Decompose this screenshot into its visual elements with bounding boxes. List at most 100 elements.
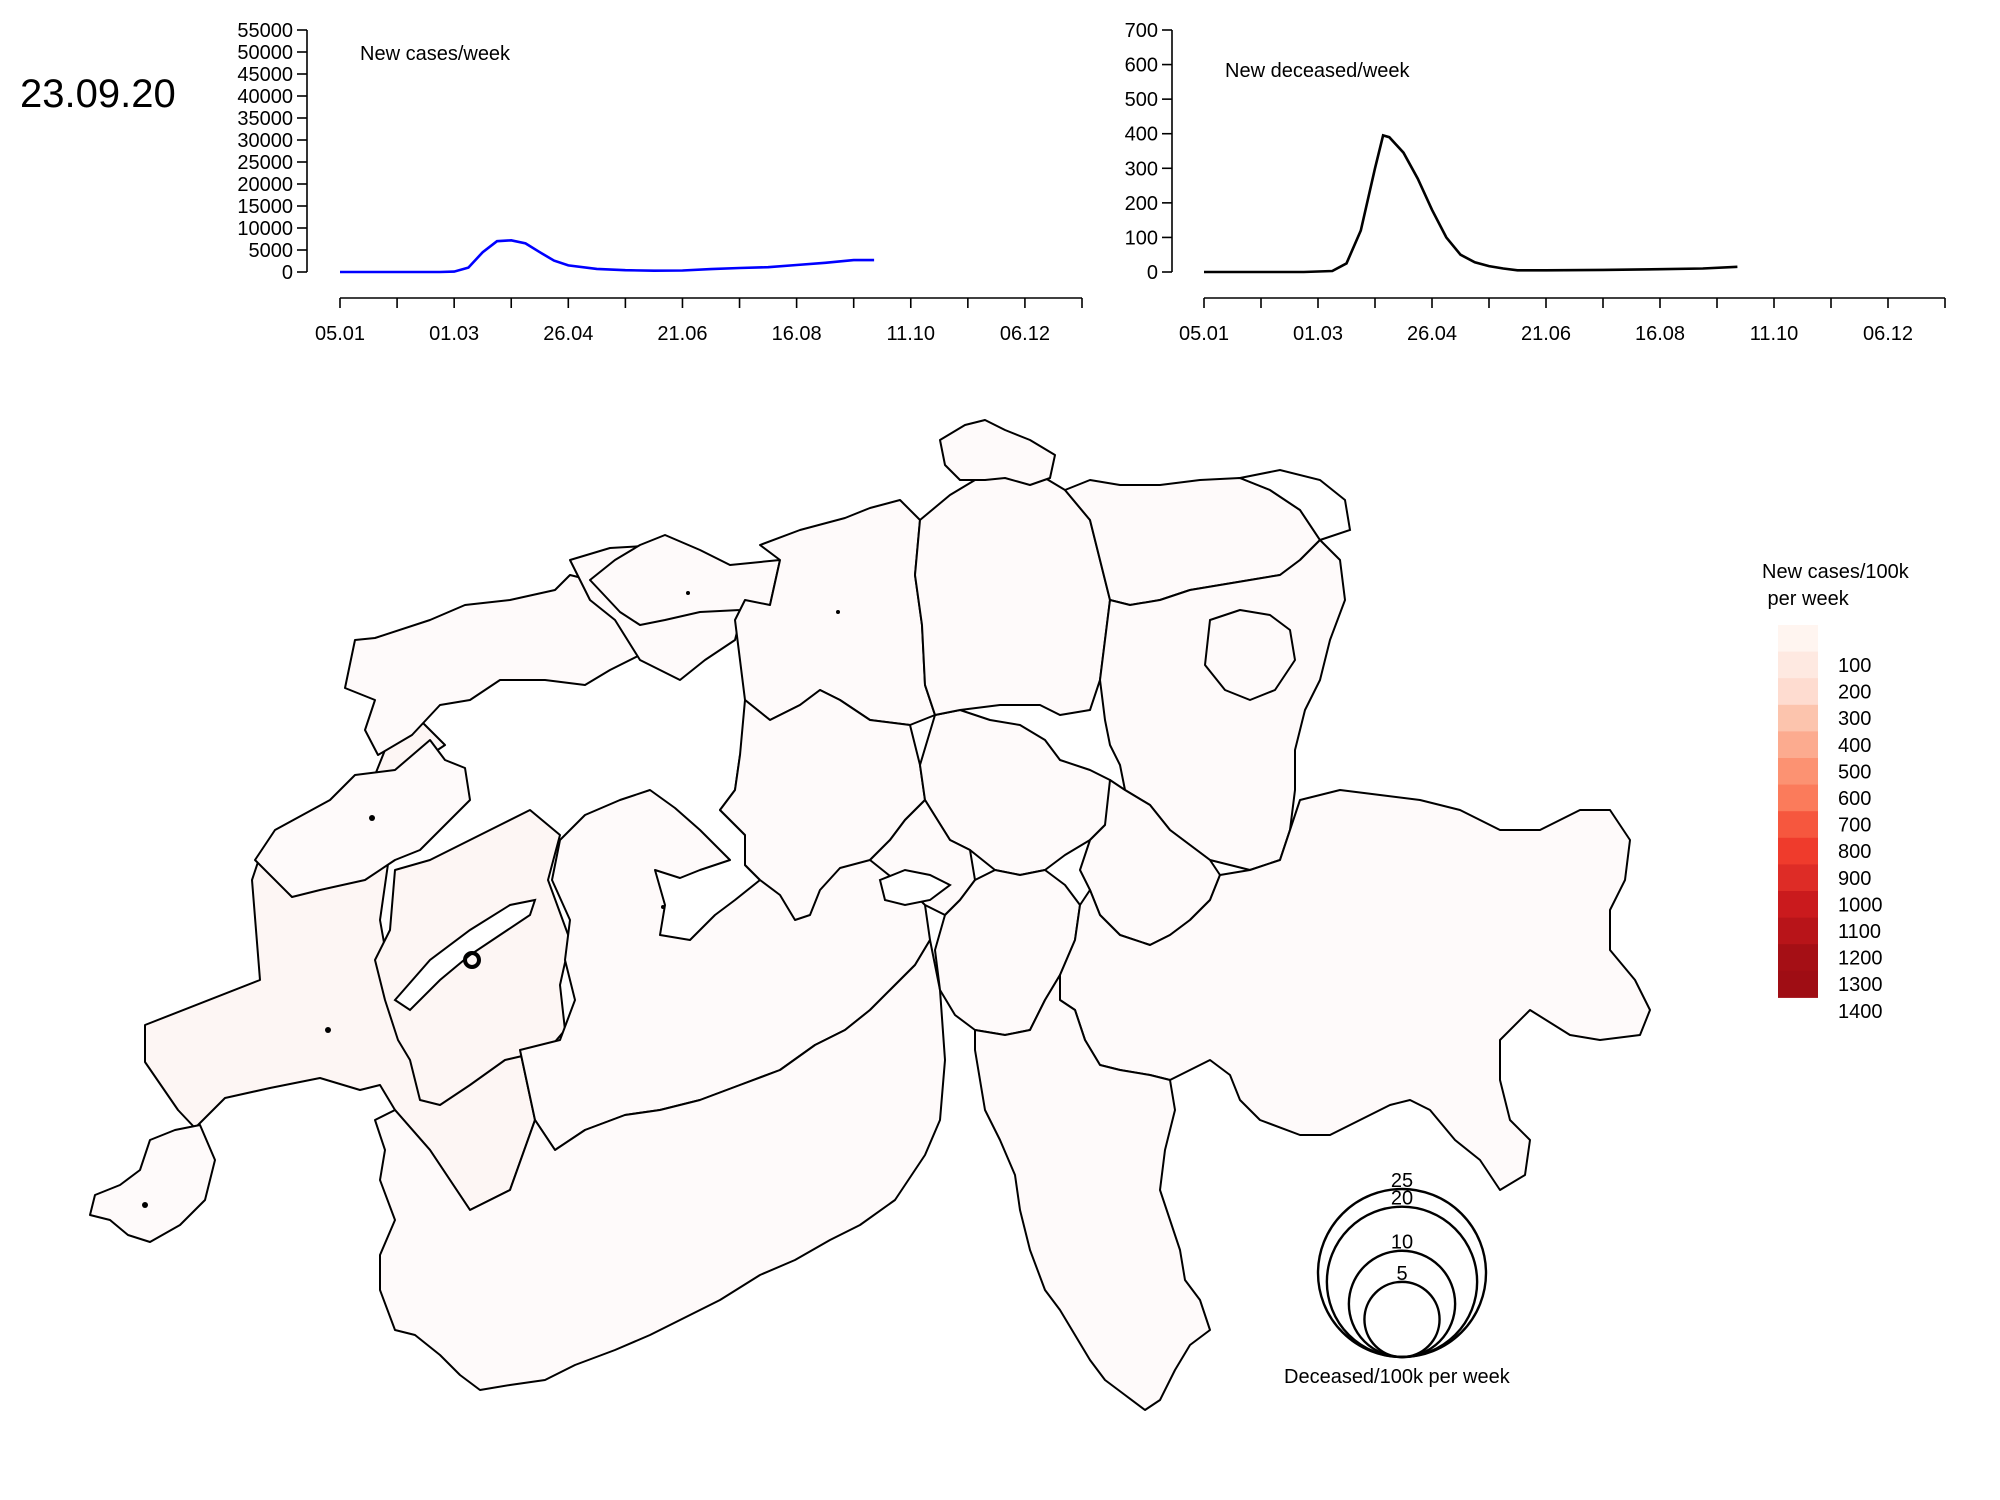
x-tick-label: 05.01 [1179, 323, 1229, 345]
color-legend-label: 800 [1838, 841, 1871, 863]
color-swatch [1778, 891, 1818, 919]
canton-ticino [974, 974, 1211, 1411]
color-swatch [1778, 704, 1818, 732]
deceased-marker-geneva [142, 1202, 148, 1208]
color-swatch [1778, 758, 1818, 786]
cases-color-legend: New cases/100k per week 100 200 300 400 500 6… [1762, 561, 1910, 1023]
deceased-marker-solothurn [686, 591, 690, 595]
y-tick-label: 35000 [237, 108, 293, 130]
color-swatch [1778, 970, 1818, 998]
cases-chart: New cases/week 0500010000150002000025000… [237, 20, 1083, 345]
color-legend-labels: 100 200 300 400 500 600 700 800 900 1000 1100 1200 1… [1838, 655, 1883, 1023]
x-tick-label: 21.06 [1521, 323, 1571, 345]
color-swatch [1778, 917, 1818, 945]
y-tick-label: 50000 [237, 42, 293, 64]
color-legend-label: 100 [1838, 655, 1871, 677]
color-swatch [1778, 731, 1818, 759]
x-tick-label: 11.10 [1750, 323, 1799, 345]
y-tick-label: 200 [1125, 193, 1158, 215]
deceased-series-line [1204, 133, 1738, 274]
color-legend-label: 1200 [1838, 948, 1883, 970]
x-tick-label: 26.04 [1407, 323, 1457, 345]
y-tick-label: 400 [1125, 124, 1158, 146]
y-tick-label: 10000 [237, 218, 293, 240]
color-swatch [1778, 625, 1818, 653]
lake-lucerne [878, 868, 952, 907]
x-tick-label: 01.03 [429, 323, 479, 345]
color-swatch [1778, 678, 1818, 706]
y-tick-label: 55000 [237, 20, 293, 42]
x-tick-label: 05.01 [315, 323, 365, 345]
cases-y-axis: 0500010000150002000025000300003500040000… [237, 20, 308, 284]
x-tick-label: 01.03 [1293, 323, 1343, 345]
y-tick-label: 15000 [237, 196, 293, 218]
color-legend-label: 1100 [1838, 921, 1881, 943]
x-tick-label: 21.06 [657, 323, 707, 345]
color-legend-swatches [1778, 625, 1818, 998]
y-tick-label: 300 [1125, 158, 1158, 180]
deceased-y-axis: 0 100 200 300 400 500 600 700 [1125, 20, 1173, 284]
cases-x-axis: 05.01 01.03 26.04 21.06 16.08 11.10 06.12 [315, 297, 1083, 345]
circle-legend-caption: Deceased/100k per week [1284, 1366, 1511, 1388]
color-legend-label: 200 [1838, 682, 1871, 704]
y-tick-label: 30000 [237, 130, 293, 152]
color-swatch [1778, 651, 1818, 679]
deceased-chart-title: New deceased/week [1225, 60, 1411, 82]
y-tick-label: 45000 [237, 64, 293, 86]
canton-graubuenden [1059, 789, 1651, 1191]
y-tick-label: 100 [1125, 227, 1158, 249]
switzerland-canton-map [89, 419, 1651, 1411]
color-swatch [1778, 784, 1818, 812]
size-circle-label: 5 [1396, 1263, 1407, 1285]
color-legend-label: 400 [1838, 735, 1871, 757]
deceased-marker-vaud [325, 1027, 331, 1033]
canton-valais [374, 939, 946, 1391]
x-tick-label: 06.12 [1863, 323, 1913, 345]
cases-chart-title: New cases/week [360, 43, 511, 65]
x-tick-label: 16.08 [772, 323, 822, 345]
y-tick-label: 5000 [249, 240, 294, 262]
y-tick-label: 500 [1125, 89, 1158, 111]
canton-appenzell [1204, 609, 1296, 701]
lake-constance [1236, 468, 1352, 542]
color-legend-label: 500 [1838, 761, 1871, 783]
color-legend-label: 700 [1838, 815, 1871, 837]
color-swatch [1778, 837, 1818, 865]
x-tick-label: 26.04 [543, 323, 593, 345]
canton-neuchatel [254, 739, 471, 898]
size-circle-label: 10 [1391, 1232, 1413, 1254]
size-circle [1363, 1280, 1441, 1359]
deceased-marker-neuchatel [369, 815, 375, 821]
cases-series-line [340, 238, 875, 274]
size-circle-label: 20 [1391, 1188, 1413, 1210]
canton-lucerne [719, 689, 926, 921]
color-legend-label: 1400 [1838, 1001, 1883, 1023]
deceased-x-axis: 05.01 01.03 26.04 21.06 16.08 11.10 06.12 [1179, 297, 1946, 345]
deceased-marker-basel [836, 610, 840, 614]
deceased-marker-bern [661, 905, 665, 909]
size-circle-label: 25 [1391, 1170, 1413, 1192]
x-tick-label: 16.08 [1635, 323, 1685, 345]
color-legend-label: 1300 [1838, 974, 1883, 996]
color-legend-label: 1000 [1838, 894, 1883, 916]
canton-st-gallen [1099, 539, 1346, 871]
y-tick-label: 0 [1147, 262, 1158, 284]
date-label: 23.09.20 [20, 72, 176, 116]
color-swatch [1778, 811, 1818, 839]
x-tick-label: 06.12 [1000, 323, 1050, 345]
canton-jura [344, 574, 641, 756]
canton-schaffhausen [939, 419, 1056, 486]
deceased-chart: New deceased/week 0 100 200 300 400 500 600 700… [1125, 20, 1946, 345]
color-swatch [1778, 944, 1818, 972]
x-tick-label: 11.10 [886, 323, 935, 345]
y-tick-label: 600 [1125, 55, 1158, 77]
canton-geneva [89, 1124, 216, 1243]
y-tick-label: 700 [1125, 20, 1158, 42]
color-legend-label: 600 [1838, 788, 1871, 810]
y-tick-label: 25000 [237, 152, 293, 174]
color-swatch [1778, 864, 1818, 892]
y-tick-label: 40000 [237, 86, 293, 108]
color-legend-label: 900 [1838, 868, 1871, 890]
